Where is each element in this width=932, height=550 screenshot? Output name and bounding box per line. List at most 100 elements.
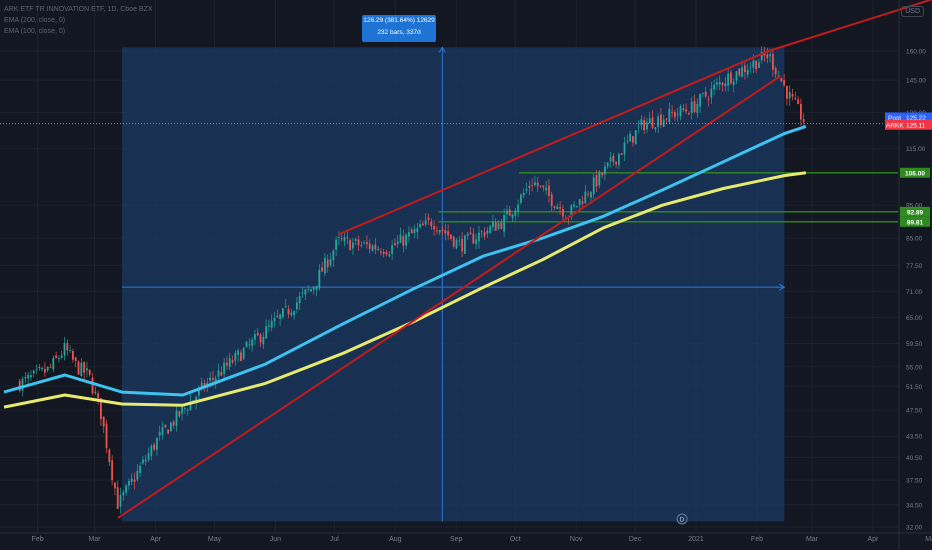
candle-body [377,248,380,251]
x-tick-label: Apr [867,536,879,543]
candle-body [380,251,382,253]
event-marker-icon[interactable] [676,513,688,525]
ema-200-legend[interactable]: EMA (200, close, 0) [4,17,66,24]
candle-body [528,186,531,188]
candle-body [531,185,534,187]
candle-body [158,432,161,436]
candle-body [259,334,262,343]
candle-body [349,239,352,251]
candle-body [735,71,738,81]
candle-body [444,230,447,234]
candle-body [111,460,114,481]
x-tick-label: Jun [270,536,281,543]
candle-body [178,411,181,417]
y-tick-label: 71.00 [906,289,923,296]
ema-100-legend[interactable]: EMA (100, close, 0) [4,28,66,35]
candle-body [357,239,360,246]
candle-body [433,226,436,230]
candle-body [296,302,298,310]
candle-body [374,244,377,250]
x-tick-label: Mar [89,536,102,543]
channel-upper-line[interactable] [337,0,932,236]
candle-body [525,188,528,191]
x-tick-label: Oct [510,536,521,543]
trend-channel[interactable] [117,0,932,519]
candle-body [441,229,444,231]
candle-body [142,459,144,464]
candle-body [604,166,606,175]
candle-body [209,377,212,381]
candle-body [623,142,626,155]
candle-body [732,81,735,85]
channel-lower-line[interactable] [117,75,781,519]
y-tick-label: 55.00 [906,364,923,371]
candle-body [315,285,318,290]
candle-body [651,117,654,128]
candle-body [139,465,142,473]
candle-body [293,311,296,316]
candle-body [212,377,214,380]
candle-body [520,194,522,203]
candle-body [455,239,458,249]
candle-body [237,350,240,355]
candle-body [122,492,125,496]
candle-body [74,357,77,361]
candle-body [427,217,430,221]
candle-body [424,220,427,225]
candle-body [539,185,542,187]
candle-body [478,232,480,242]
candle-body [125,485,128,493]
symbol-line[interactable]: ARK ETF TR INNOVATION ETF, 1D, Cboe BZX [4,6,153,13]
candle-body [310,288,312,292]
candle-body [626,140,629,142]
candle-body [119,494,122,507]
candle-body [198,388,200,396]
candle-body [595,174,598,187]
candle-body [304,289,307,295]
candle-body [584,191,587,204]
candle-body [550,194,553,206]
candle-body [500,222,503,229]
candle-body [472,233,475,244]
candle-body [217,370,220,377]
candle-body [679,106,682,117]
candle-body [609,157,612,162]
candle-body [340,238,343,240]
candle-body [352,242,354,249]
candle-body [254,334,256,340]
candles [18,46,805,514]
measure-arrows [121,46,786,522]
candle-body [727,73,730,86]
y-tick-label: 37.50 [906,478,923,485]
candle-body [780,77,783,82]
candle-body [674,112,676,118]
candle-body [18,380,21,391]
candle-body [282,308,284,318]
candle-body [662,119,665,127]
candle-body [332,250,335,261]
candle-body [542,185,545,188]
candle-body [693,101,696,113]
candle-body [791,94,794,97]
candle-body [234,352,237,361]
candle-body [66,343,69,351]
candle-body [27,374,30,379]
candle-body [570,205,573,218]
candle-body [270,321,273,328]
candle-body [265,326,268,339]
candle-body [629,133,632,142]
candle-body [363,242,366,244]
candle-body [620,153,623,155]
candle-body [738,68,741,76]
candle-body [489,226,492,233]
currency-button[interactable]: USD [901,6,924,17]
candle-body [153,444,156,450]
candle-body [464,235,466,254]
candle-body [94,391,97,394]
candle-body [699,94,702,107]
x-tick-label: 2021 [688,536,704,543]
candle-body [175,410,178,426]
candle-body [228,358,231,367]
candle-body [80,362,83,377]
